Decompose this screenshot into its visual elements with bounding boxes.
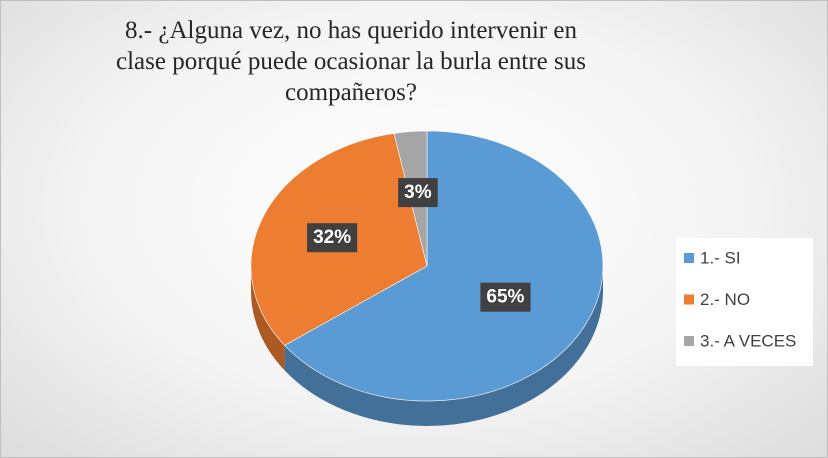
- data-label: 65%: [486, 287, 524, 308]
- data-label-box: [398, 178, 438, 208]
- data-label-box: [480, 282, 531, 312]
- data-label: 3%: [404, 182, 432, 203]
- legend-swatch: [684, 336, 694, 346]
- data-label-box: [307, 223, 358, 253]
- legend-box: [676, 238, 813, 366]
- slice-side: [251, 266, 285, 371]
- slice: [284, 130, 604, 402]
- legend-swatch: [684, 253, 694, 263]
- chart-title: 8.- ¿Alguna vez, no has querido interven…: [116, 17, 586, 106]
- legend-label: 2.- NO: [700, 290, 750, 309]
- data-label: 32%: [313, 227, 351, 248]
- legend-label: 3.- A VECES: [700, 331, 796, 350]
- legend-label: 1.- SI: [700, 248, 741, 267]
- legend-swatch: [684, 294, 694, 305]
- slice-side: [284, 266, 603, 426]
